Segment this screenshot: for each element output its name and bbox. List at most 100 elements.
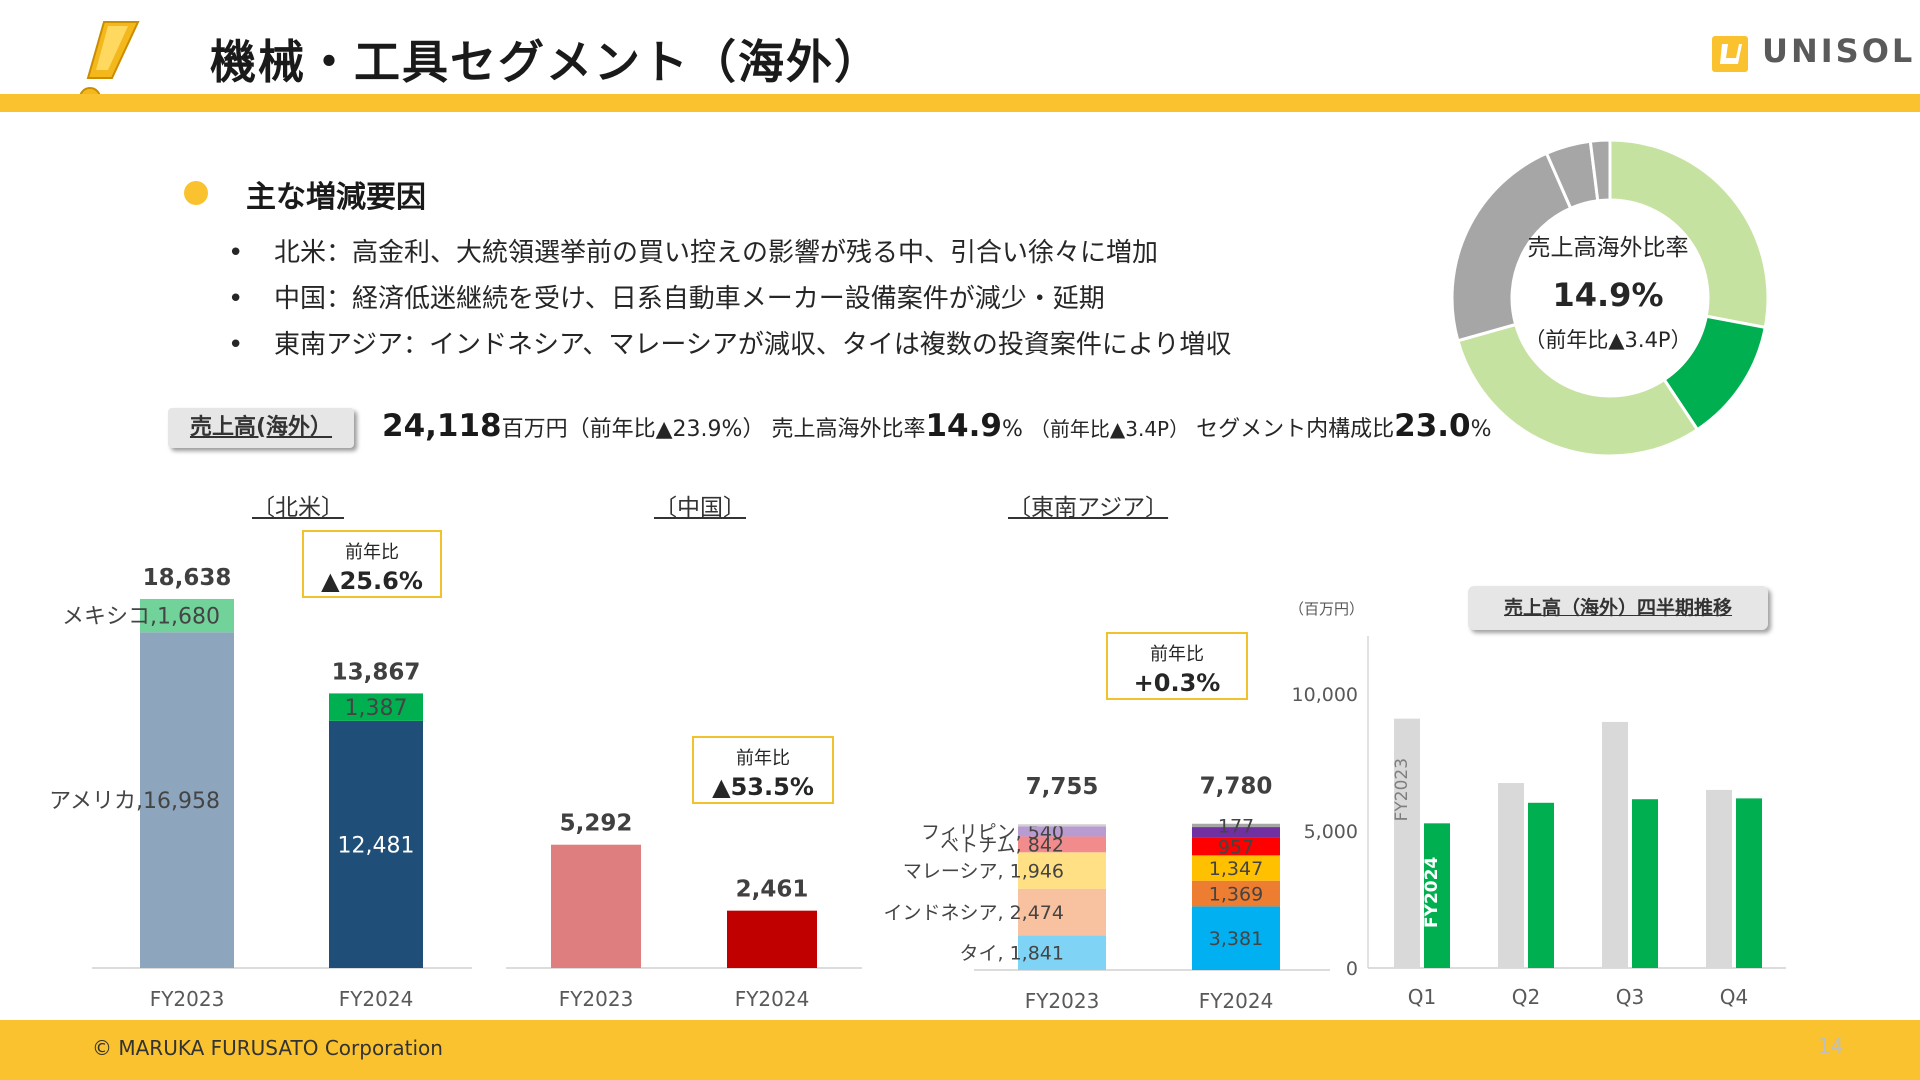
title-underline [0,94,1920,112]
donut-slice [1588,138,1612,203]
sea-data-label: 1,347 [1209,858,1263,880]
na-bar-アメリカ [140,632,234,968]
donut-title: 売上高海外比率 [1527,235,1689,261]
yoy-box-north-america: 前年比 ▲25.6% [302,530,442,598]
na-category-label: FY2024 [339,987,414,1011]
quarterly-y-tick: 0 [1346,958,1358,980]
quarterly-bar-FY2024 [1632,799,1658,968]
sea-bar-マレーシア [1192,855,1280,881]
sea-data-label: マレーシア, 1,946 [903,861,1064,883]
quarterly-bar-FY2024 [1736,798,1762,968]
sea-total-label: 7,780 [1200,774,1273,800]
logo-text: UNISOL [1762,32,1916,70]
quarterly-bar-FY2023 [1498,783,1524,968]
yoy-value: ▲25.6% [321,567,423,595]
quarterly-series-label: FY2023 [1392,758,1412,821]
bullet-dot: • [228,284,244,314]
china-bar [551,844,641,968]
composition-label: セグメント内構成比 [1196,417,1395,442]
ratio-unit: % [1001,417,1023,442]
overseas-ratio-donut [1450,138,1770,458]
donut-value: 14.9% [1552,276,1664,314]
sales-amount: 24,118 [382,408,502,444]
yoy-box-china: 前年比 ▲53.5% [692,736,834,804]
donut-slice [1608,138,1770,330]
region-title-china: 〔中国〕 [654,495,746,521]
quarterly-bar-FY2024 [1424,823,1450,968]
sea-data-label: 177 [1218,815,1254,837]
quarterly-bar-FY2023 [1394,718,1420,968]
na-total-label: 13,867 [332,659,421,685]
segment-charts: アメリカ,16,958 メキシコ,1,680 18,638 FY2023 12,481 1… [49,565,1786,1013]
factor-item: • 東南アジア：インドネシア、マレーシアが減収、タイは複数の投資案件により増収 [228,324,1231,361]
yoy-label: 前年比 [345,542,399,563]
yoy-label: 前年比 [736,748,790,769]
sea-bar-その他 [1018,824,1106,827]
quarterly-bar-FY2023 [1602,721,1628,968]
yoy-label: 前年比 [1150,644,1204,665]
sea-bar-フィリピン [1192,827,1280,838]
china-bar [727,910,817,968]
sea-data-label: フィリピン, 540 [921,821,1064,843]
yoy-value: ▲53.5% [712,773,814,801]
na-data-label: アメリカ,16,958 [49,789,220,814]
summary-heading: 主な増減要因 [246,180,426,215]
ratio-value: 14.9 [925,408,1002,444]
yoy-box-sea: 前年比 +0.3% [1106,632,1248,700]
sea-category-label: FY2024 [1199,989,1274,1013]
composition-unit: % [1470,417,1492,442]
na-bar-メキシコ [140,598,234,633]
sea-bar-インドネシア [1192,880,1280,907]
na-data-label: 12,481 [338,833,415,858]
quarterly-bar-FY2023 [1706,789,1732,968]
quarterly-category-label: Q1 [1408,985,1436,1009]
quarterly-y-tick: 10,000 [1292,684,1358,706]
sea-bar-マレーシア [1018,852,1106,889]
sea-bar-ベトナム [1018,836,1106,853]
sea-data-label: 3,381 [1209,928,1263,950]
china-total-label: 5,292 [560,811,633,837]
quarterly-tag: 売上高（海外）四半期推移 [1468,586,1768,630]
quarterly-category-label: Q2 [1512,985,1540,1009]
bullet-dot: • [228,330,244,360]
quarterly-y-tick: 5,000 [1304,821,1358,843]
sea-bar-タイ [1192,906,1280,970]
page-title: 機械・工具セグメント（海外） [210,35,882,89]
donut-slice [1456,322,1700,458]
na-total-label: 18,638 [143,565,232,591]
donut-change: （前年比▲3.4P） [1524,328,1692,352]
page-number: 14 [1818,1034,1844,1058]
ratio-change: （前年比▲3.4P） [1029,417,1190,441]
china-category-label: FY2024 [735,987,810,1011]
na-bar-アメリカ [329,720,423,968]
ratio-label: 売上高海外比率 [771,417,926,442]
na-bar-メキシコ [329,693,423,721]
quarterly-category-label: Q3 [1616,985,1644,1009]
region-title-north-america: 〔北米〕 [252,495,344,521]
sales-amount-unit: 百万円（前年比▲23.9%） [501,417,765,442]
sea-bar-インドネシア [1018,888,1106,936]
sea-bar-タイ [1018,935,1106,970]
factor-item: • 北米：高金利、大統領選挙前の買い控えの影響が残る中、引合い徐々に増加 [228,232,1158,269]
composition-value: 23.0 [1394,408,1471,444]
logo-mark-icon [1720,44,1742,64]
sea-bar-その他 [1192,823,1280,828]
sea-category-label: FY2023 [1025,989,1100,1013]
sea-total-label: 7,755 [1026,774,1099,800]
copyright: © MARUKA FURUSATO Corporation [92,1036,443,1060]
donut-center-label: 売上高海外比率 14.9% （前年比▲3.4P） [1504,228,1712,354]
sea-data-label: ベトナム, 842 [940,834,1064,856]
quarterly-category-label: Q4 [1720,985,1748,1009]
na-data-label: 1,387 [345,696,408,721]
yoy-value: +0.3% [1133,669,1221,697]
region-title-sea: 〔東南アジア〕 [1008,495,1169,521]
na-data-label: メキシコ,1,680 [62,605,220,630]
na-category-label: FY2023 [150,987,225,1011]
factor-text: 東南アジア：インドネシア、マレーシアが減収、タイは複数の投資案件により増収 [274,330,1232,360]
summary-bullet-icon [184,181,208,205]
factor-item: • 中国：経済低迷継続を受け、日系自動車メーカー設備案件が減少・延期 [228,278,1105,315]
factor-text: 北米：高金利、大統領選挙前の買い控えの影響が残る中、引合い徐々に増加 [274,238,1159,268]
quarterly-series-label: FY2024 [1422,857,1442,928]
sea-data-label: タイ, 1,841 [960,943,1064,965]
sea-bar-ベトナム [1192,837,1280,856]
